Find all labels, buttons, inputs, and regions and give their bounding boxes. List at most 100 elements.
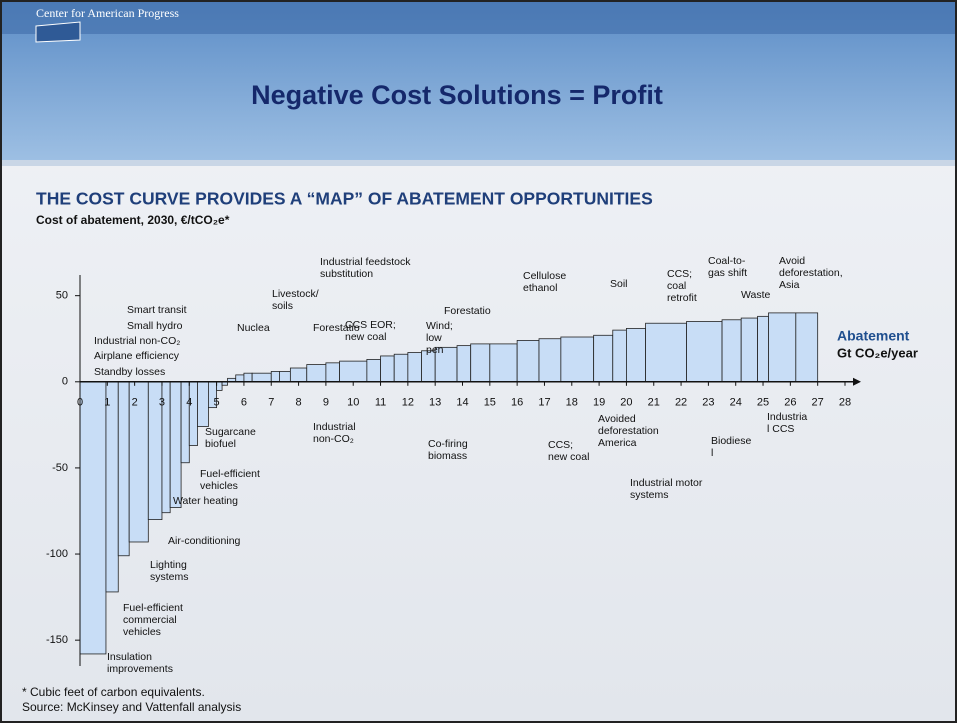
x-tick-label: 8 [296, 397, 302, 409]
bar [489, 343, 518, 383]
x-tick-label: 26 [784, 397, 796, 409]
y-tick-label: -50 [52, 462, 68, 474]
bar [593, 334, 614, 383]
bar [289, 367, 308, 383]
x-tick-label: 13 [429, 397, 441, 409]
bar [470, 343, 491, 383]
bar [393, 353, 409, 383]
annotation: new coal [548, 451, 589, 463]
annotation: Fuel-efficient [200, 468, 260, 480]
bar [325, 362, 340, 383]
x-tick-label: 22 [675, 397, 687, 409]
bar [169, 381, 182, 508]
annotation: vehicles [123, 626, 161, 638]
bar [251, 372, 272, 383]
x-tick-label: 14 [456, 397, 468, 409]
bar [197, 381, 209, 427]
x-tick-label: 4 [186, 397, 192, 409]
bar [243, 372, 253, 383]
annotation: systems [630, 489, 669, 501]
x-axis-label: Abatement [837, 328, 910, 344]
footnote: * Cubic feet of carbon equivalents. [22, 685, 205, 699]
annotation: Industrial feedstock [320, 256, 411, 268]
bar [757, 315, 769, 383]
annotation: systems [150, 571, 189, 583]
annotation: Air-conditioning [168, 535, 241, 547]
annotation: Sugarcane [205, 426, 256, 438]
annotation: non-CO₂ [313, 433, 354, 445]
annotation: America [598, 437, 637, 449]
y-tick-label: 0 [62, 376, 68, 388]
y-tick-label: -150 [46, 634, 68, 646]
bar [612, 329, 627, 383]
annotation: gas shift [708, 267, 747, 279]
bar [626, 327, 646, 383]
annotation: Industria [767, 411, 807, 423]
bar [235, 374, 245, 383]
bar [270, 371, 280, 383]
annotation: Coal-to- [708, 255, 746, 267]
annotation: pen [426, 344, 444, 356]
x-tick-label: 17 [538, 397, 550, 409]
bar [686, 321, 723, 383]
bar [105, 381, 119, 593]
annotation: Co-firing [428, 438, 468, 450]
annotation: new coal [345, 331, 386, 343]
x-tick-label: 25 [757, 397, 769, 409]
x-tick-label: 28 [839, 397, 851, 409]
bar [721, 319, 742, 383]
annotation: Asia [779, 279, 800, 291]
bar [380, 355, 395, 383]
annotation: deforestation [598, 425, 659, 437]
annotation: CCS EOR; [345, 319, 396, 331]
slide-title: Negative Cost Solutions = Profit [251, 80, 663, 110]
annotation: Standby losses [94, 366, 165, 378]
x-tick-label: 23 [702, 397, 714, 409]
x-tick-label: 24 [730, 397, 742, 409]
bar [645, 322, 687, 383]
annotation: biofuel [205, 438, 236, 450]
bar [79, 381, 107, 655]
annotation: Nuclea [237, 322, 270, 334]
annotation: deforestation, [779, 267, 843, 279]
annotation: Airplane efficiency [94, 350, 180, 362]
annotation: low [426, 332, 442, 344]
annotation: l [711, 447, 713, 459]
x-tick-label: 27 [812, 397, 824, 409]
x-tick-label: 1 [104, 397, 110, 409]
x-tick-label: 9 [323, 397, 329, 409]
bar [188, 381, 198, 446]
bar [216, 381, 223, 391]
footnote: Source: McKinsey and Vattenfall analysis [22, 700, 241, 714]
annotation: biomass [428, 450, 467, 462]
bar [279, 371, 291, 383]
bar [795, 312, 819, 383]
annotation: Forestatio [313, 322, 360, 334]
bar [560, 336, 595, 383]
divider [0, 160, 957, 166]
annotation: substitution [320, 268, 373, 280]
x-axis-arrow [853, 377, 861, 386]
annotation: Forestatio [444, 305, 491, 317]
annotation: Industrial non-CO₂ [94, 335, 180, 347]
x-tick-label: 21 [648, 397, 660, 409]
annotation: Biodiese [711, 435, 751, 447]
bar [180, 381, 190, 464]
bar [366, 359, 381, 383]
y-tick-label: -100 [46, 548, 68, 560]
annotation: Soil [610, 278, 628, 290]
annotation: Avoid [779, 255, 805, 267]
y-tick-label: 50 [56, 290, 68, 302]
x-tick-label: 0 [77, 397, 83, 409]
x-tick-label: 7 [268, 397, 274, 409]
chart-title: THE COST CURVE PROVIDES A “MAP” OF ABATE… [36, 189, 653, 209]
y-axis-label: Cost of abatement, 2030, €/tCO₂e* [36, 213, 230, 227]
bar [306, 364, 327, 383]
bar [339, 360, 368, 383]
x-tick-label: 15 [484, 397, 496, 409]
annotation: coal [667, 280, 686, 292]
annotation: Livestock/ [272, 288, 319, 300]
annotation: Wind; [426, 320, 453, 332]
annotation: Industrial motor [630, 477, 703, 489]
